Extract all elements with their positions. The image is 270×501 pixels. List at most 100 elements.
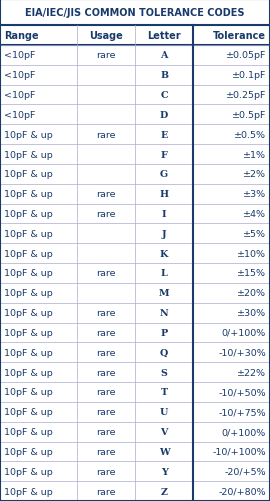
Text: Q: Q xyxy=(160,348,168,357)
Text: -10/+50%: -10/+50% xyxy=(218,388,266,397)
Text: ±5%: ±5% xyxy=(243,229,266,238)
Text: E: E xyxy=(160,130,168,139)
Text: B: B xyxy=(160,71,168,80)
Text: 10pF & up: 10pF & up xyxy=(4,269,53,278)
Text: <10pF: <10pF xyxy=(4,111,35,120)
Text: 10pF & up: 10pF & up xyxy=(4,130,53,139)
Bar xyxy=(0,363,270,382)
Bar xyxy=(0,264,270,284)
Text: 10pF & up: 10pF & up xyxy=(4,368,53,377)
Text: rare: rare xyxy=(96,467,116,476)
Bar xyxy=(0,284,270,303)
Text: -10/+100%: -10/+100% xyxy=(212,447,266,456)
Text: ±4%: ±4% xyxy=(243,209,266,218)
Text: 10pF & up: 10pF & up xyxy=(4,209,53,218)
Text: rare: rare xyxy=(96,348,116,357)
Bar xyxy=(0,402,270,422)
Text: <10pF: <10pF xyxy=(4,51,35,60)
Bar xyxy=(0,204,270,224)
Text: rare: rare xyxy=(96,486,116,495)
Bar xyxy=(0,442,270,461)
Text: rare: rare xyxy=(96,209,116,218)
Text: H: H xyxy=(160,190,168,199)
Text: ±0.1pF: ±0.1pF xyxy=(232,71,266,80)
Text: rare: rare xyxy=(96,427,116,436)
Text: 10pF & up: 10pF & up xyxy=(4,447,53,456)
Text: ±2%: ±2% xyxy=(243,170,266,179)
Text: 10pF & up: 10pF & up xyxy=(4,229,53,238)
Text: 10pF & up: 10pF & up xyxy=(4,486,53,495)
Text: rare: rare xyxy=(96,407,116,416)
Bar xyxy=(0,26,270,46)
Text: Y: Y xyxy=(161,467,167,476)
Text: 10pF & up: 10pF & up xyxy=(4,249,53,258)
Text: ±1%: ±1% xyxy=(243,150,266,159)
Bar xyxy=(0,86,270,105)
Text: 0/+100%: 0/+100% xyxy=(222,427,266,436)
Text: Letter: Letter xyxy=(147,31,181,41)
Text: -20/+80%: -20/+80% xyxy=(218,486,266,495)
Text: rare: rare xyxy=(96,190,116,199)
Bar xyxy=(0,323,270,343)
Text: EIA/IEC/JIS COMMON TOLERANCE CODES: EIA/IEC/JIS COMMON TOLERANCE CODES xyxy=(25,8,245,18)
Text: ±30%: ±30% xyxy=(237,309,266,318)
Text: rare: rare xyxy=(96,447,116,456)
Text: ±10%: ±10% xyxy=(237,249,266,258)
Text: 10pF & up: 10pF & up xyxy=(4,190,53,199)
Text: G: G xyxy=(160,170,168,179)
Text: 0/+100%: 0/+100% xyxy=(222,328,266,337)
Text: C: C xyxy=(160,91,168,100)
Text: Z: Z xyxy=(161,486,167,495)
Text: -20/+5%: -20/+5% xyxy=(224,467,266,476)
Bar xyxy=(0,244,270,264)
Bar xyxy=(0,343,270,363)
Text: Tolerance: Tolerance xyxy=(213,31,266,41)
Bar xyxy=(0,165,270,184)
Text: D: D xyxy=(160,111,168,120)
Text: ±22%: ±22% xyxy=(237,368,266,377)
Text: I: I xyxy=(162,209,166,218)
Text: L: L xyxy=(161,269,167,278)
Bar xyxy=(0,303,270,323)
Text: ±0.5%: ±0.5% xyxy=(234,130,266,139)
Text: ±0.05pF: ±0.05pF xyxy=(226,51,266,60)
Text: rare: rare xyxy=(96,388,116,397)
Text: -10/+30%: -10/+30% xyxy=(218,348,266,357)
Text: 10pF & up: 10pF & up xyxy=(4,348,53,357)
Text: rare: rare xyxy=(96,328,116,337)
Bar xyxy=(0,481,270,501)
Text: N: N xyxy=(160,309,168,318)
Text: ±20%: ±20% xyxy=(237,289,266,298)
Bar xyxy=(0,105,270,125)
Text: rare: rare xyxy=(96,269,116,278)
Text: Usage: Usage xyxy=(89,31,123,41)
Text: 10pF & up: 10pF & up xyxy=(4,150,53,159)
Text: K: K xyxy=(160,249,168,258)
Text: ±3%: ±3% xyxy=(243,190,266,199)
Text: <10pF: <10pF xyxy=(4,71,35,80)
Text: P: P xyxy=(160,328,168,337)
Text: 10pF & up: 10pF & up xyxy=(4,388,53,397)
Text: -10/+75%: -10/+75% xyxy=(218,407,266,416)
Bar xyxy=(0,184,270,204)
Text: rare: rare xyxy=(96,368,116,377)
Text: rare: rare xyxy=(96,309,116,318)
Text: J: J xyxy=(162,229,166,238)
Text: 10pF & up: 10pF & up xyxy=(4,328,53,337)
Text: M: M xyxy=(159,289,169,298)
Text: U: U xyxy=(160,407,168,416)
Text: Range: Range xyxy=(4,31,39,41)
Text: 10pF & up: 10pF & up xyxy=(4,309,53,318)
Text: T: T xyxy=(160,388,168,397)
Bar xyxy=(0,125,270,145)
Bar xyxy=(0,422,270,442)
Bar xyxy=(0,461,270,481)
Text: F: F xyxy=(161,150,167,159)
Text: <10pF: <10pF xyxy=(4,91,35,100)
Text: V: V xyxy=(160,427,168,436)
Text: 10pF & up: 10pF & up xyxy=(4,467,53,476)
Text: ±0.25pF: ±0.25pF xyxy=(226,91,266,100)
Text: rare: rare xyxy=(96,130,116,139)
Text: ±15%: ±15% xyxy=(237,269,266,278)
Text: rare: rare xyxy=(96,51,116,60)
